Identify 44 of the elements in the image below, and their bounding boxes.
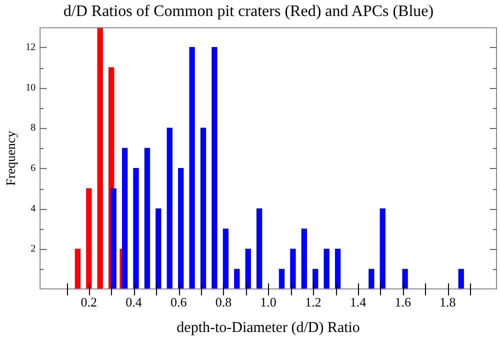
- bar: [368, 268, 374, 290]
- chart-title: d/D Ratios of Common pit craters (Red) and APCs (Blue): [63, 2, 434, 20]
- bar: [200, 128, 206, 290]
- bar: [166, 128, 172, 290]
- x-tick-label: 1.4: [350, 294, 367, 310]
- bar: [144, 148, 150, 290]
- bar: [97, 27, 103, 290]
- x-tick-label: 1.6: [394, 294, 412, 310]
- y-tick-label: 2: [30, 244, 36, 255]
- bar: [212, 47, 218, 290]
- bar: [256, 208, 262, 290]
- y-tick-label: 6: [30, 163, 36, 174]
- y-axis-title: Frequency: [3, 130, 18, 186]
- bar: [156, 208, 162, 290]
- bar: [278, 268, 285, 290]
- bar: [222, 228, 229, 290]
- bar: [189, 47, 195, 290]
- bar: [290, 248, 296, 290]
- bar: [402, 268, 408, 290]
- y-tick-label: 12: [26, 42, 36, 53]
- bar: [380, 208, 386, 290]
- bar: [234, 268, 240, 290]
- bar: [110, 188, 116, 290]
- bar: [334, 248, 341, 290]
- x-axis-title: depth-to-Diameter (d/D) Ratio: [176, 320, 360, 336]
- x-tick-label: 0.6: [170, 294, 188, 310]
- x-tick-label: 0.8: [215, 294, 232, 310]
- x-tick-label: 0.4: [126, 294, 142, 310]
- bar: [301, 228, 308, 290]
- y-tick-label: 10: [26, 82, 36, 94]
- bar: [245, 248, 251, 290]
- y-tick-label: 4: [30, 203, 36, 214]
- bar: [133, 168, 139, 290]
- bar: [122, 148, 128, 290]
- x-tick-label: 1.2: [305, 294, 322, 310]
- x-tick-label: 1.8: [440, 294, 456, 310]
- x-tick-label: 1.0: [260, 294, 276, 310]
- bar: [458, 268, 464, 290]
- bar: [86, 188, 92, 290]
- bar: [178, 168, 184, 290]
- x-tick-label: 0.2: [80, 294, 98, 310]
- bar: [74, 248, 81, 290]
- y-tick-label: 8: [30, 122, 36, 134]
- bar: [324, 248, 330, 290]
